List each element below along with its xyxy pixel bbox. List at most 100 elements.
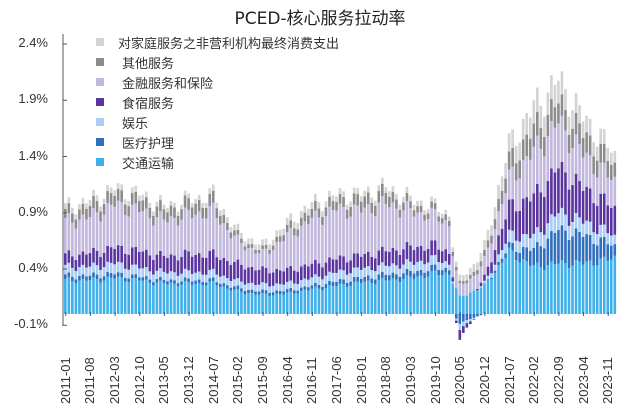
bar-segment <box>342 270 345 280</box>
bar-segment <box>469 321 472 325</box>
bar-segment <box>95 195 99 201</box>
bar-segment <box>247 248 250 268</box>
bar-segment <box>391 186 395 193</box>
bar-segment <box>391 272 395 279</box>
bar-segment <box>335 201 338 211</box>
bar-segment <box>532 233 536 248</box>
bar-segment <box>493 229 497 251</box>
bar-segment <box>222 214 226 224</box>
bar-segment <box>310 288 314 314</box>
bar-segment <box>180 284 183 314</box>
y-tick-label: 0.4% <box>18 260 48 275</box>
bar-segment <box>592 265 595 314</box>
bar-segment <box>264 293 268 314</box>
bar-segment <box>553 216 557 233</box>
bar-segment <box>208 250 212 270</box>
bar-segment <box>299 217 303 226</box>
x-tick-label: 2020-05 <box>452 356 468 404</box>
bar-segment <box>416 276 419 314</box>
bar-segment <box>299 287 303 291</box>
bar-segment <box>317 263 321 277</box>
bar-segment <box>145 249 148 267</box>
legend-item-finance-insurance: 金融服务和保险 <box>96 72 339 92</box>
bar-segment <box>613 150 617 163</box>
bar-segment <box>275 268 278 284</box>
bar-segment <box>194 214 197 255</box>
bar-segment <box>190 218 194 257</box>
bar-segment <box>581 190 585 224</box>
bar-segment <box>204 218 208 258</box>
bar-segment <box>324 262 328 276</box>
bar-segment <box>67 250 71 263</box>
bar-segment <box>581 137 585 158</box>
bar-segment <box>405 192 409 202</box>
bar-segment <box>123 214 127 254</box>
bar-segment <box>145 191 148 198</box>
bar-segment <box>285 224 289 232</box>
bar-segment <box>359 201 363 213</box>
bar-segment <box>71 222 74 257</box>
bar-segment <box>328 206 331 258</box>
bar-segment <box>169 205 173 217</box>
bar-segment <box>120 190 123 202</box>
bar-segment <box>303 278 307 287</box>
bar-segment <box>243 246 247 251</box>
bar-segment <box>303 205 307 213</box>
bar-segment <box>419 269 423 276</box>
bar-segment <box>447 226 451 254</box>
bar-segment <box>162 283 166 314</box>
bar-segment <box>511 129 514 149</box>
bar-segment <box>113 264 116 275</box>
bar-segment <box>67 272 71 278</box>
bar-segment <box>490 279 493 314</box>
bar-segment <box>440 218 444 224</box>
bar-segment <box>328 257 331 272</box>
bar-segment <box>176 275 180 284</box>
bar-segment <box>190 273 194 282</box>
bar-segment <box>240 281 243 289</box>
bar-segment <box>335 196 338 202</box>
bar-segment <box>398 268 402 277</box>
bar-segment <box>296 223 300 230</box>
bar-segment <box>606 161 610 178</box>
bar-segment <box>606 244 610 261</box>
bar-segment <box>275 236 278 243</box>
bar-segment <box>535 87 539 112</box>
bar-segment <box>324 207 328 217</box>
bar-segment <box>183 207 187 250</box>
bar-segment <box>314 283 317 287</box>
bar-segment <box>585 152 588 187</box>
bar-segment <box>145 208 148 250</box>
bar-segment <box>303 264 307 279</box>
bar-segment <box>479 314 483 316</box>
bar-segment <box>504 178 507 194</box>
bar-segment <box>412 273 416 279</box>
bar-segment <box>155 201 159 207</box>
bar-segment <box>261 293 264 314</box>
bar-segment <box>465 274 469 281</box>
bar-segment <box>395 250 398 266</box>
bar-segment <box>141 211 145 252</box>
bar-segment <box>486 280 490 314</box>
bar-segment <box>352 204 356 254</box>
bar-segment <box>588 221 592 235</box>
bar-segment <box>402 210 405 250</box>
bar-segment <box>599 237 603 259</box>
bar-segment <box>289 280 293 288</box>
bar-segment <box>88 205 92 217</box>
bar-segment <box>451 277 455 282</box>
stacked-bars <box>64 71 617 340</box>
bar-segment <box>271 239 275 246</box>
bar-segment <box>145 279 148 314</box>
bar-segment <box>85 267 88 277</box>
bar-segment <box>303 289 307 314</box>
bar-segment <box>486 229 490 241</box>
bar-segment <box>571 265 574 314</box>
bar-segment <box>296 284 300 291</box>
bar-segment <box>261 282 264 290</box>
bar-segment <box>88 216 92 254</box>
bar-segment <box>476 314 479 317</box>
bar-segment <box>370 278 374 284</box>
bar-segment <box>123 253 127 269</box>
bar-segment <box>388 266 391 276</box>
